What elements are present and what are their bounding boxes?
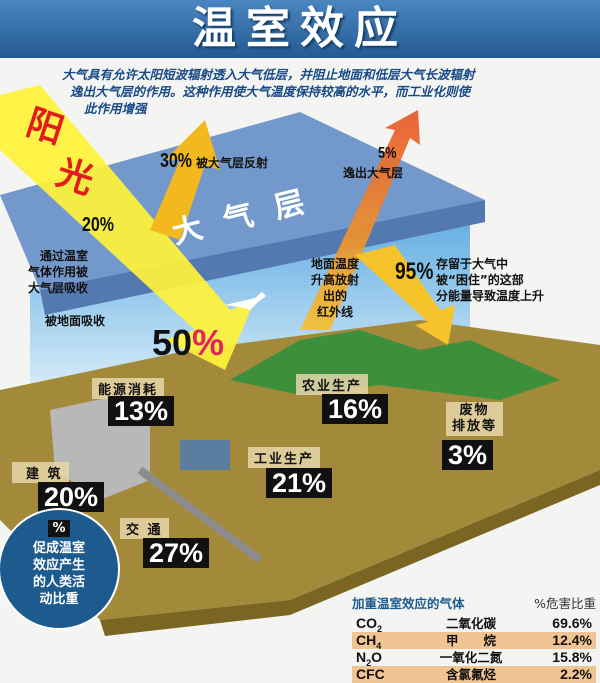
trapped-label: 存留于大气中 被“困住”的这部 分能量导致温度上升 [436, 257, 545, 303]
infrared-arrow [300, 110, 420, 330]
gas-row: CH4 甲 烷 12.4% [352, 632, 596, 651]
airplane-icon [225, 292, 266, 310]
factory [180, 440, 230, 470]
sunlight-arrow [0, 85, 255, 370]
reflected-arrow [150, 120, 220, 240]
road [137, 466, 263, 564]
reflected-label: 被大气层反射 [196, 156, 269, 170]
activity-agriculture-label: 农业生产 [296, 374, 369, 395]
escaped-label: 逸出大气层 [343, 166, 404, 180]
activity-energy-label: 能源消耗 [92, 378, 165, 399]
description: 大气具有允许太阳短波辐射透入大气低层，并阻止地面和低层大气长波辐射 逸出大气层的… [62, 67, 475, 116]
activity-industry-value: 21% [266, 468, 333, 498]
activity-transport-label: 交 通 [120, 518, 169, 539]
gas-table-header: 加重温室效应的气体 %危害比重 [352, 596, 596, 611]
activity-industry-label: 工业生产 [248, 447, 321, 468]
activity-energy-value: 13% [108, 396, 175, 426]
gas-table: 加重温室效应的气体 %危害比重 CO2 二氧化碳 69.6% CH4 甲 烷 12.4%… [352, 593, 596, 683]
reflected-pct: 30% [160, 150, 193, 172]
activity-waste-value: 3% [442, 440, 494, 470]
legend-circle: % 促成温室 效应产生 的人类活 动比重 [0, 508, 120, 630]
ground-absorbed-pct: 50% [152, 322, 225, 363]
ground-absorbed-label: 被地面吸收 [45, 314, 106, 328]
atmosphere-absorbed-label: 通过温室 气体作用被 大气层吸收 [27, 249, 88, 295]
activity-waste-label: 废物 排放等 [446, 402, 504, 436]
trapped-pct: 95% [395, 258, 434, 285]
gas-row: N2O 一氧化二氮 15.8% [356, 649, 592, 668]
ground-front [100, 470, 600, 636]
gas-row: CFC 含氯氟烃 2.2% [352, 666, 596, 683]
atmosphere-absorbed-pct: 20% [82, 214, 115, 236]
activity-agriculture-value: 16% [322, 394, 389, 424]
gas-row: CO2 二氧化碳 69.6% [356, 615, 592, 634]
escaped-pct: 5% [378, 145, 397, 162]
activity-building-label: 建 筑 [12, 462, 69, 483]
title-band [0, 0, 600, 58]
infrared-label: 地面温度 升高放射 出的 红外线 [310, 257, 359, 319]
page-title: 温室效应 [192, 3, 408, 54]
activity-building-value: 20% [38, 482, 105, 512]
trapped-arrow [355, 245, 455, 345]
activity-transport-value: 27% [143, 538, 210, 568]
